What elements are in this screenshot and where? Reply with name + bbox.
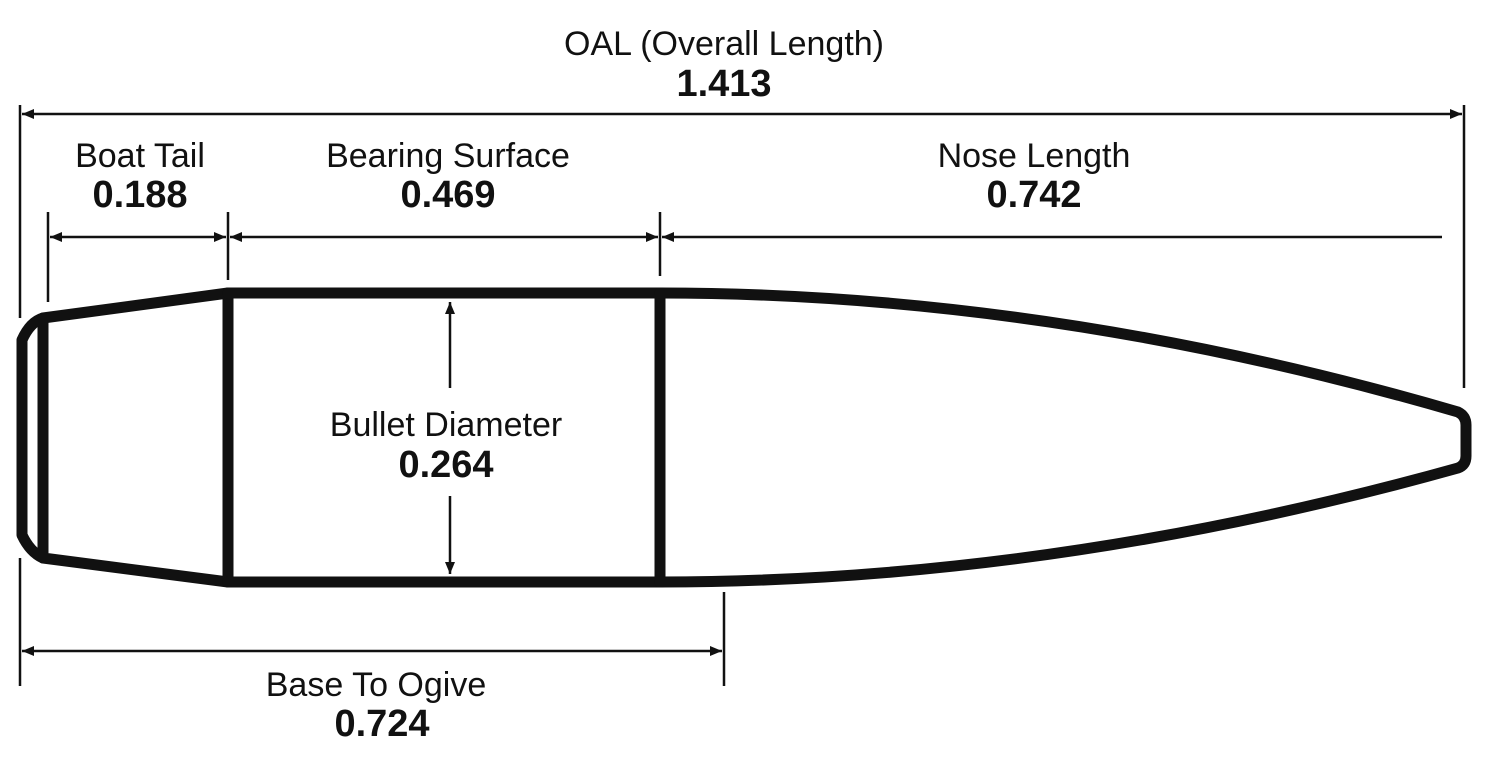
oal-label: OAL (Overall Length) 1.413 [564,25,884,105]
oal-value: 1.413 [676,63,771,105]
bullet-diameter-value: 0.264 [398,444,493,486]
bullet-diameter-label: Bullet Diameter 0.264 [330,406,562,486]
boat-tail-value: 0.188 [92,174,187,216]
nose-length-value: 0.742 [986,174,1081,216]
extension-lines [18,105,1466,686]
dimension-lines [22,109,1462,656]
base-to-ogive-value: 0.724 [334,703,429,745]
bullet-base [16,312,49,564]
nose-length-name: Nose Length [938,137,1131,175]
boat-tail-section [37,287,234,588]
nose-section [654,287,1472,588]
oal-name: OAL (Overall Length) [564,25,884,63]
boat-tail-label: Boat Tail 0.188 [75,137,205,216]
bearing-surface-label: Bearing Surface 0.469 [326,137,570,216]
bullet-outline [16,287,1472,588]
base-to-ogive-label: Base To Ogive 0.724 [266,666,487,745]
bearing-surface-value: 0.469 [400,174,495,216]
bullet-diameter-name: Bullet Diameter [330,406,562,444]
boat-tail-name: Boat Tail [75,137,205,175]
bearing-surface-name: Bearing Surface [326,137,570,175]
bearing-surface-section [222,287,666,588]
nose-length-label: Nose Length 0.742 [938,137,1131,216]
base-to-ogive-name: Base To Ogive [266,666,487,704]
